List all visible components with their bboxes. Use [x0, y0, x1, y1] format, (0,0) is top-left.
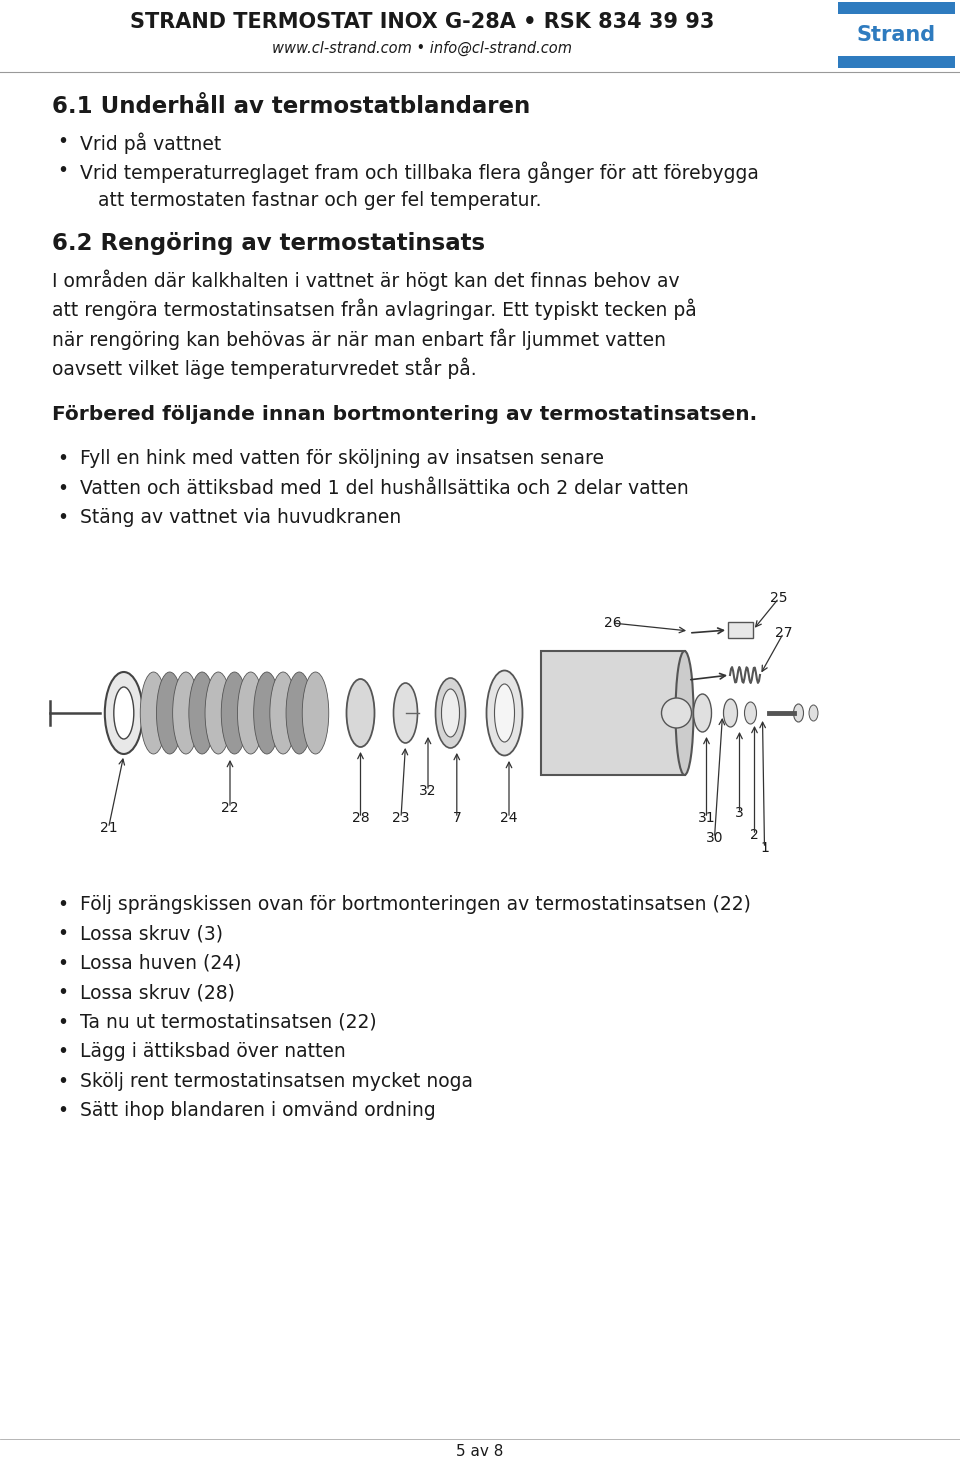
- Text: 5 av 8: 5 av 8: [456, 1444, 504, 1459]
- Text: Följ sprängskissen ovan för bortmonteringen av termostatinsatsen (22): Följ sprängskissen ovan för bortmonterin…: [80, 895, 751, 914]
- Text: när rengöring kan behövas är när man enbart får ljummet vatten: när rengöring kan behövas är när man enb…: [52, 329, 666, 350]
- Text: •: •: [57, 479, 68, 498]
- Ellipse shape: [693, 693, 711, 732]
- Bar: [838, 56, 955, 68]
- Ellipse shape: [494, 685, 515, 742]
- Text: 21: 21: [100, 821, 117, 834]
- Text: I områden där kalkhalten i vattnet är högt kan det finnas behov av: I områden där kalkhalten i vattnet är hö…: [52, 269, 680, 291]
- Ellipse shape: [189, 671, 215, 754]
- Ellipse shape: [436, 679, 466, 748]
- Ellipse shape: [487, 670, 522, 755]
- Text: www.cl-strand.com • info@cl-strand.com: www.cl-strand.com • info@cl-strand.com: [273, 41, 572, 56]
- Text: 7: 7: [452, 811, 461, 826]
- Bar: [838, 15, 955, 56]
- Text: •: •: [57, 1102, 68, 1121]
- Ellipse shape: [724, 699, 737, 727]
- Bar: [540, 651, 684, 776]
- Text: •: •: [57, 450, 68, 469]
- Ellipse shape: [745, 702, 756, 724]
- Text: 3: 3: [735, 806, 744, 820]
- Ellipse shape: [221, 671, 248, 754]
- Text: 32: 32: [420, 784, 437, 798]
- Text: 6.2 Rengöring av termostatinsats: 6.2 Rengöring av termostatinsats: [52, 232, 485, 256]
- Text: 24: 24: [500, 811, 517, 826]
- Text: 30: 30: [706, 831, 723, 845]
- Text: Vrid på vattnet: Vrid på vattnet: [80, 132, 221, 153]
- Text: 27: 27: [775, 626, 792, 640]
- Bar: [728, 621, 753, 638]
- Text: Förbered följande innan bortmontering av termostatinsatsen.: Förbered följande innan bortmontering av…: [52, 405, 757, 425]
- Ellipse shape: [347, 679, 374, 748]
- Ellipse shape: [105, 671, 143, 754]
- Text: •: •: [57, 953, 68, 972]
- Text: •: •: [57, 1014, 68, 1033]
- Text: Vrid temperaturreglaget fram och tillbaka flera gånger för att förebygga: Vrid temperaturreglaget fram och tillbak…: [80, 162, 758, 184]
- Text: •: •: [57, 895, 68, 914]
- Text: Vatten och ättiksbad med 1 del hushållsättika och 2 delar vatten: Vatten och ättiksbad med 1 del hushållsä…: [80, 479, 688, 498]
- Text: Skölj rent termostatinsatsen mycket noga: Skölj rent termostatinsatsen mycket noga: [80, 1072, 473, 1091]
- Text: Ta nu ut termostatinsatsen (22): Ta nu ut termostatinsatsen (22): [80, 1014, 376, 1033]
- Ellipse shape: [394, 683, 418, 743]
- Text: •: •: [57, 132, 68, 151]
- Text: Lossa huven (24): Lossa huven (24): [80, 953, 242, 972]
- Ellipse shape: [286, 671, 313, 754]
- Text: 25: 25: [770, 591, 788, 605]
- Text: Lossa skruv (28): Lossa skruv (28): [80, 984, 235, 1002]
- Text: Stäng av vattnet via huvudkranen: Stäng av vattnet via huvudkranen: [80, 508, 401, 527]
- Text: 6.1 Underhåll av termostatblandaren: 6.1 Underhåll av termostatblandaren: [52, 95, 530, 118]
- Ellipse shape: [140, 671, 167, 754]
- Ellipse shape: [270, 671, 297, 754]
- Ellipse shape: [442, 689, 460, 737]
- Ellipse shape: [809, 705, 818, 721]
- Ellipse shape: [237, 671, 264, 754]
- Text: •: •: [57, 924, 68, 943]
- Text: 22: 22: [221, 801, 239, 815]
- Text: •: •: [57, 1072, 68, 1091]
- Text: 23: 23: [393, 811, 410, 826]
- Ellipse shape: [205, 671, 231, 754]
- Ellipse shape: [676, 651, 693, 776]
- Text: •: •: [57, 508, 68, 527]
- Text: •: •: [57, 1043, 68, 1062]
- Text: 2: 2: [750, 829, 758, 842]
- Circle shape: [661, 698, 691, 729]
- Ellipse shape: [173, 671, 199, 754]
- Text: 26: 26: [604, 616, 621, 630]
- Text: Fyll en hink med vatten för sköljning av insatsen senare: Fyll en hink med vatten för sköljning av…: [80, 450, 604, 469]
- Text: •: •: [57, 162, 68, 181]
- Text: Lossa skruv (3): Lossa skruv (3): [80, 924, 223, 943]
- Text: 1: 1: [760, 840, 769, 855]
- Text: att rengöra termostatinsatsen från avlagringar. Ett typiskt tecken på: att rengöra termostatinsatsen från avlag…: [52, 300, 697, 320]
- Text: Sätt ihop blandaren i omvänd ordning: Sätt ihop blandaren i omvänd ordning: [80, 1102, 436, 1121]
- Ellipse shape: [302, 671, 328, 754]
- Text: Lägg i ättiksbad över natten: Lägg i ättiksbad över natten: [80, 1043, 346, 1062]
- Ellipse shape: [253, 671, 280, 754]
- Text: att termostaten fastnar och ger fel temperatur.: att termostaten fastnar och ger fel temp…: [80, 191, 541, 210]
- Ellipse shape: [114, 687, 133, 739]
- Ellipse shape: [794, 704, 804, 721]
- Bar: [838, 1, 955, 15]
- Ellipse shape: [156, 671, 183, 754]
- Text: Strand: Strand: [857, 25, 936, 46]
- Text: 28: 28: [351, 811, 370, 826]
- Text: oavsett vilket läge temperaturvredet står på.: oavsett vilket läge temperaturvredet stå…: [52, 358, 476, 379]
- Text: 31: 31: [698, 811, 715, 826]
- Text: STRAND TERMOSTAT INOX G-28A • RSK 834 39 93: STRAND TERMOSTAT INOX G-28A • RSK 834 39…: [131, 12, 714, 32]
- Text: •: •: [57, 984, 68, 1002]
